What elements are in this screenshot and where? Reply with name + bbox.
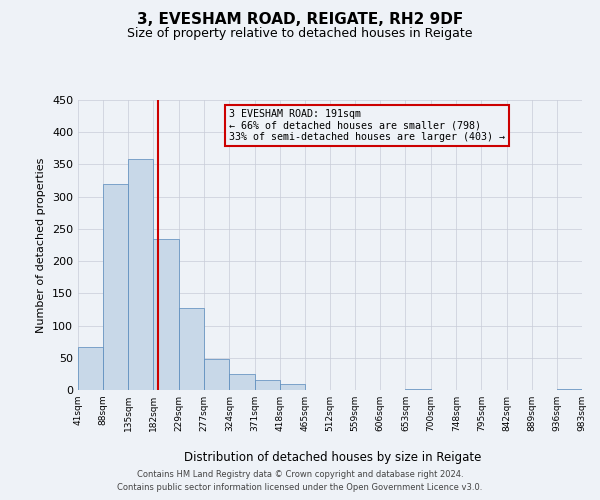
Y-axis label: Number of detached properties: Number of detached properties xyxy=(37,158,46,332)
Bar xyxy=(557,388,582,390)
Text: Distribution of detached houses by size in Reigate: Distribution of detached houses by size … xyxy=(184,451,482,464)
Bar xyxy=(254,380,280,390)
Text: Contains HM Land Registry data © Crown copyright and database right 2024.
Contai: Contains HM Land Registry data © Crown c… xyxy=(118,470,482,492)
Bar xyxy=(78,347,103,390)
Bar xyxy=(204,359,229,390)
Text: 3, EVESHAM ROAD, REIGATE, RH2 9DF: 3, EVESHAM ROAD, REIGATE, RH2 9DF xyxy=(137,12,463,28)
Text: 3 EVESHAM ROAD: 191sqm
← 66% of detached houses are smaller (798)
33% of semi-de: 3 EVESHAM ROAD: 191sqm ← 66% of detached… xyxy=(229,108,505,142)
Bar xyxy=(103,184,128,390)
Bar xyxy=(406,388,431,390)
Bar xyxy=(229,374,254,390)
Bar xyxy=(280,384,305,390)
Bar xyxy=(128,160,154,390)
Text: Size of property relative to detached houses in Reigate: Size of property relative to detached ho… xyxy=(127,28,473,40)
Bar xyxy=(154,238,179,390)
Bar xyxy=(179,308,204,390)
